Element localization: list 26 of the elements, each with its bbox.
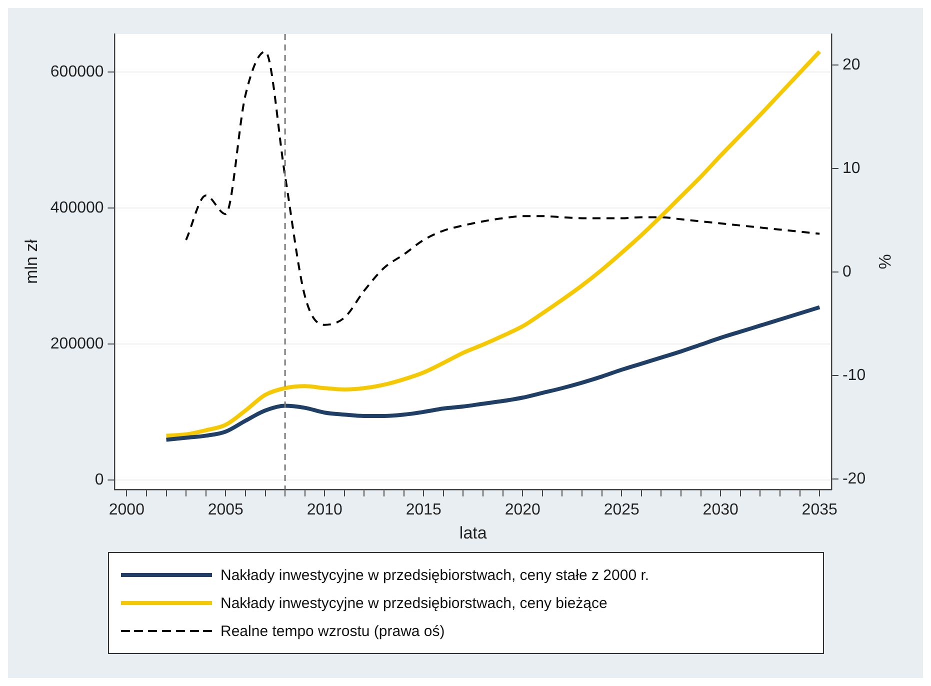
x-tick-label: 2010 <box>306 501 343 518</box>
line-series <box>185 50 821 326</box>
legend-label: Nakłady inwestycyjne w przedsiębiorstwach, ceny stałe z 2000 r. <box>220 566 650 584</box>
legend-label: Nakłady inwestycyjne w przedsiębiorstwach, ceny bieżące <box>220 594 608 612</box>
x-tick-label: 2005 <box>208 501 244 518</box>
x-tick-label: 2015 <box>406 501 442 518</box>
x-axis-title: lata <box>459 523 488 542</box>
y2-tick-label: 20 <box>842 56 860 74</box>
y2-tick-label: -10 <box>842 366 866 384</box>
line-series <box>164 50 822 438</box>
line-series <box>164 305 822 442</box>
y-tick-label: 200000 <box>50 335 104 352</box>
y-tick-label: 400000 <box>50 199 104 216</box>
y2-tick-label: -20 <box>842 470 866 488</box>
x-tick-label: 2025 <box>604 501 640 518</box>
x-tick-label: 2000 <box>108 501 145 518</box>
x-tick-label: 2020 <box>504 501 541 518</box>
x-tick-label: 2035 <box>802 501 838 518</box>
legend-label: Realne tempo wzrostu (prawa oś) <box>220 622 445 640</box>
y2-axis-title: % <box>875 254 894 270</box>
y2-tick-label: 0 <box>842 263 852 280</box>
y-tick-label: 600000 <box>50 63 104 80</box>
y-tick-label: 0 <box>94 471 104 488</box>
x-tick-label: 2030 <box>702 501 739 518</box>
y2-tick-label: 10 <box>842 160 860 177</box>
y-axis-title: mln zł <box>22 239 41 284</box>
